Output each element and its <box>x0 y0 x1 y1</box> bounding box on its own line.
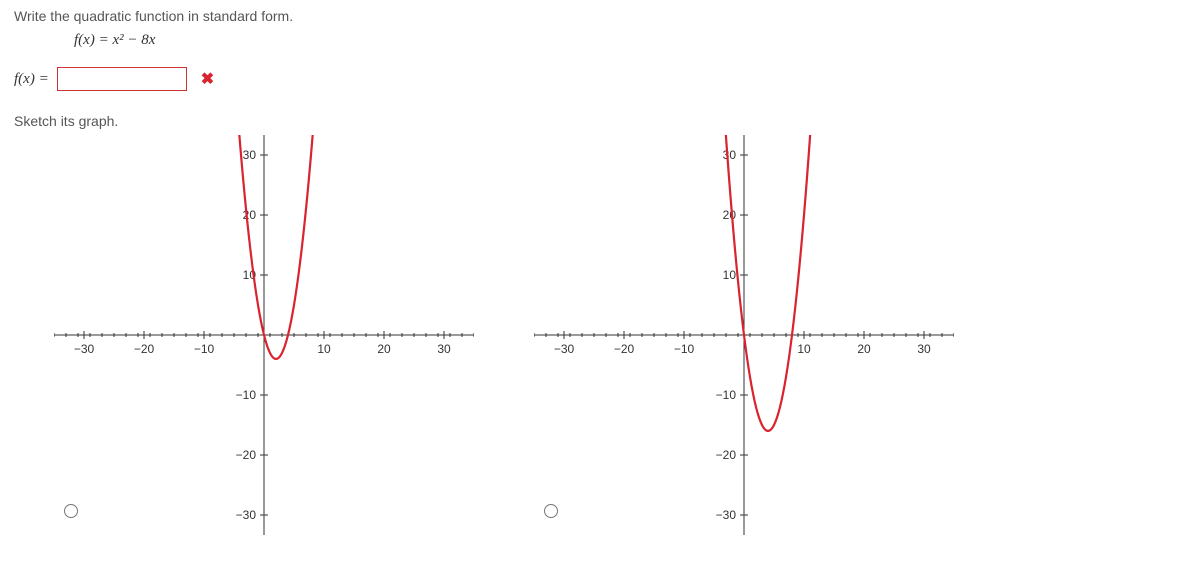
svg-text:−30: −30 <box>236 508 257 522</box>
svg-text:−10: −10 <box>716 388 737 402</box>
prompt-text: Write the quadratic function in standard… <box>14 8 1186 24</box>
answer-input[interactable] <box>57 67 187 91</box>
given-equation-lhs: f(x) <box>74 32 95 48</box>
svg-text:−20: −20 <box>134 342 155 356</box>
incorrect-icon: ✖ <box>201 69 214 89</box>
answer-row: f(x) = ✖ <box>14 67 1186 91</box>
charts-row: −30−20−10102030−30−20−10102030xf(x) −30−… <box>54 135 1186 521</box>
svg-text:10: 10 <box>797 342 811 356</box>
svg-text:30: 30 <box>723 148 737 162</box>
chart-option-b: −30−20−10102030−30−20−10102030xf(x) <box>534 135 954 521</box>
svg-text:−20: −20 <box>716 448 737 462</box>
svg-text:20: 20 <box>723 208 737 222</box>
svg-text:20: 20 <box>857 342 871 356</box>
svg-text:−30: −30 <box>554 342 575 356</box>
svg-text:−10: −10 <box>674 342 695 356</box>
svg-text:10: 10 <box>723 268 737 282</box>
given-equation-rhs: x² − 8x <box>112 32 155 48</box>
svg-text:−10: −10 <box>236 388 257 402</box>
svg-text:−10: −10 <box>194 342 215 356</box>
svg-text:−30: −30 <box>74 342 95 356</box>
svg-text:−20: −20 <box>236 448 257 462</box>
answer-lhs: f(x) = <box>14 71 49 88</box>
chart-b-svg: −30−20−10102030−30−20−10102030xf(x) <box>534 135 954 535</box>
chart-a-svg: −30−20−10102030−30−20−10102030xf(x) <box>54 135 474 535</box>
svg-text:−20: −20 <box>614 342 635 356</box>
svg-text:30: 30 <box>243 148 257 162</box>
svg-text:20: 20 <box>243 208 257 222</box>
svg-text:10: 10 <box>317 342 331 356</box>
chart-option-a: −30−20−10102030−30−20−10102030xf(x) <box>54 135 474 521</box>
svg-text:30: 30 <box>437 342 451 356</box>
sketch-prompt: Sketch its graph. <box>14 113 1186 129</box>
given-equation: f(x) = x² − 8x <box>74 32 1186 49</box>
svg-text:20: 20 <box>377 342 391 356</box>
svg-text:−30: −30 <box>716 508 737 522</box>
equals-sign: = <box>99 32 113 48</box>
svg-text:30: 30 <box>917 342 931 356</box>
